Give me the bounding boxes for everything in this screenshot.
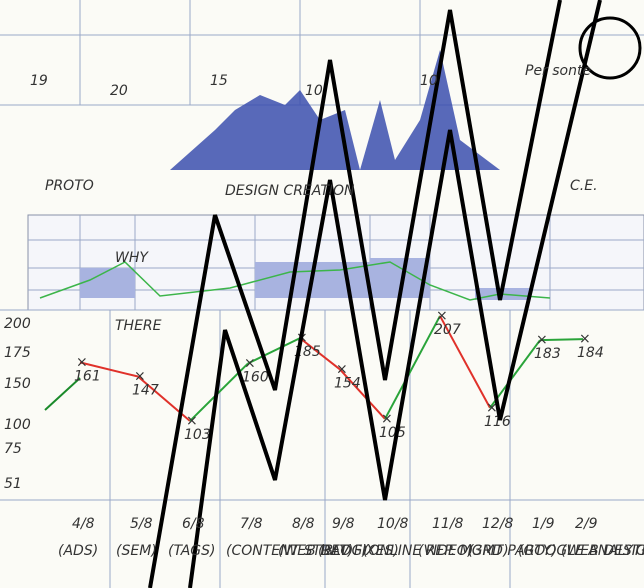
point-label: 105	[379, 425, 406, 441]
date-label: 8/8	[292, 516, 315, 532]
segment	[439, 315, 491, 409]
date-label: 2/9	[575, 516, 598, 532]
segment	[489, 339, 541, 409]
tag-label: (VIDEO)	[418, 543, 473, 559]
y-tick-label: 51	[4, 476, 22, 492]
segment	[247, 337, 301, 365]
date-label: 7/8	[240, 516, 263, 532]
y-tick-label: 175	[4, 345, 31, 361]
tag-label: (WEB DESIGN)	[561, 543, 644, 559]
top-note: Per sonte	[525, 63, 591, 79]
top-label: PROTO	[45, 178, 94, 194]
point-x: ×	[536, 332, 548, 348]
top-number: 15	[210, 73, 228, 89]
y-tick-label: 200	[4, 316, 31, 332]
segment	[539, 338, 584, 342]
point-label: 154	[334, 375, 361, 391]
lead-in	[44, 377, 81, 411]
point-x: ×	[336, 361, 348, 377]
tag-label: (ADS)	[58, 543, 98, 559]
hatch-bar	[80, 268, 135, 298]
date-label: 10/8	[377, 516, 409, 532]
point-label: 207	[434, 322, 461, 338]
top-number: 10	[305, 83, 323, 99]
big-word: WHY	[115, 250, 149, 266]
point-label: 183	[534, 346, 561, 362]
date-label: 9/8	[332, 516, 355, 532]
tag-label: (SEM)	[116, 543, 157, 559]
www-overlay	[188, 0, 602, 588]
y-tick-label: 75	[4, 441, 22, 457]
segment	[79, 361, 139, 378]
www-overlay	[148, 0, 562, 588]
y-tick-label: 150	[4, 376, 31, 392]
tag-label: (3RD PARTY)	[468, 543, 557, 559]
point-x: ×	[486, 400, 498, 416]
segment	[339, 368, 386, 420]
point-x: ×	[76, 354, 88, 370]
top-number: 20	[110, 83, 128, 99]
tag-label: (TAGS)	[168, 543, 216, 559]
top-number: 10	[420, 73, 438, 89]
point-x: ×	[579, 331, 591, 347]
point-label: 103	[184, 427, 211, 443]
point-label: 161	[74, 368, 101, 384]
top-label: C.E.	[570, 178, 598, 194]
date-label: 5/8	[130, 516, 153, 532]
top-label: DESIGN CREATION	[225, 183, 355, 199]
line-chart: ×161 ×147×103×160×185×154×105×207×116×183…	[74, 308, 604, 443]
point-x: ×	[244, 355, 256, 371]
date-label: 4/8	[72, 516, 95, 532]
point-label: 116	[484, 414, 511, 430]
big-word: THERE	[115, 318, 162, 334]
date-label: 6/8	[182, 516, 205, 532]
point-label: 184	[577, 345, 604, 361]
tag-label: (CONTENT STRAT)	[226, 543, 353, 559]
point-x: ×	[186, 413, 198, 429]
segment	[384, 315, 441, 420]
date-label: 11/8	[432, 516, 464, 532]
point-label: 147	[132, 383, 159, 399]
circle	[578, 16, 642, 80]
point-x: ×	[436, 308, 448, 324]
date-label: 1/9	[532, 516, 555, 532]
point-x: ×	[134, 369, 146, 385]
tag-label: (WEB DEV FIXES)	[278, 543, 399, 559]
date-label: 12/8	[482, 516, 514, 532]
tag-label: (GOOGLE ANALYTICS)	[518, 543, 644, 559]
y-tick-label: 100	[4, 417, 31, 433]
mountain-sketch	[170, 50, 500, 170]
segment	[299, 337, 341, 371]
tag-label: (BLOG)	[318, 543, 368, 559]
tag-label: (ONLINE REP. MGMT)	[363, 543, 509, 559]
point-x: ×	[381, 411, 393, 427]
point-label: 160	[242, 369, 269, 385]
top-number: 19	[30, 73, 48, 89]
